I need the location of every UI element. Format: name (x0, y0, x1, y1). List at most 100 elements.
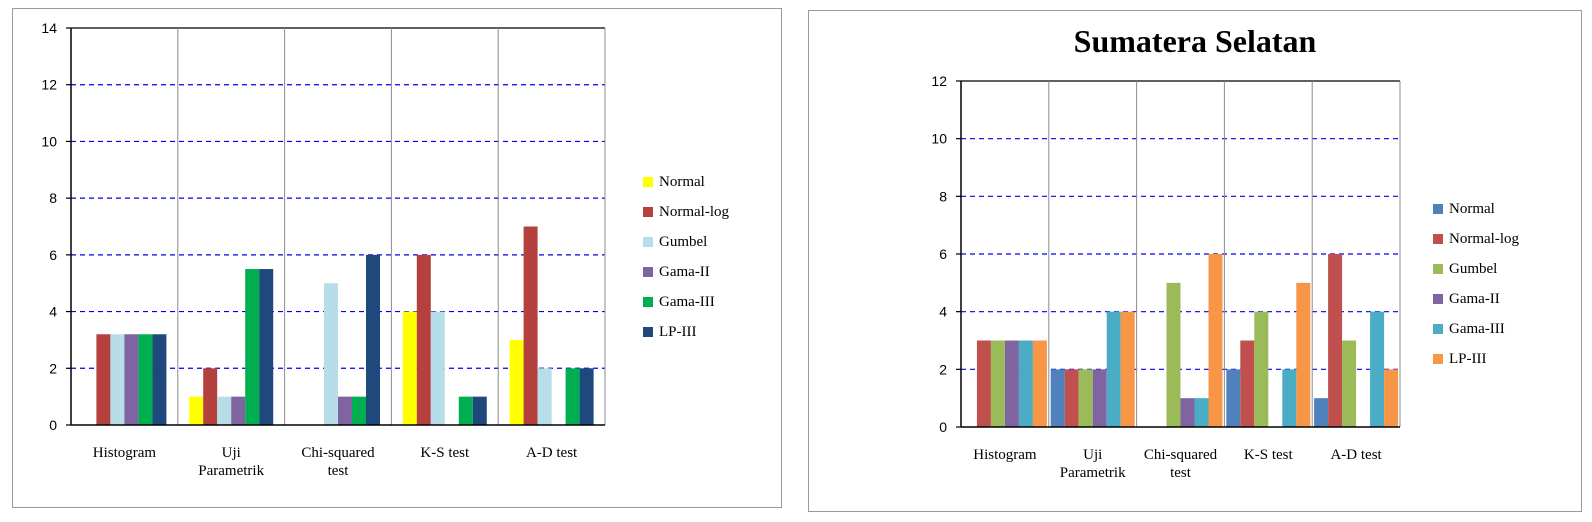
bar-gumbel (990, 340, 1005, 427)
y-tick-label: 10 (41, 133, 57, 149)
bar-gama-ii (338, 396, 352, 425)
x-category-label: K-S test (420, 445, 470, 461)
legend-swatch (1433, 294, 1443, 304)
y-tick-label: 14 (41, 20, 57, 36)
x-category-label: test (1170, 465, 1192, 481)
legend-swatch (643, 267, 653, 277)
bar-chart-left: 0 2 4 6 8 10 12 14 Histogram Uji Parametrik Chi-squ… (41, 20, 606, 479)
legend-swatch (1433, 234, 1443, 244)
legend-item: Gumbel (1433, 254, 1519, 284)
legend-label: Gama-II (1449, 290, 1500, 307)
x-category-label: Chi-squared (1144, 447, 1218, 463)
bar-gumbel (217, 396, 232, 425)
y-tick-label: 8 (49, 190, 57, 206)
legend-item: LP-III (1433, 344, 1519, 374)
bar-normal-log (523, 226, 538, 425)
y-tick-label: 2 (49, 360, 57, 376)
y-tick-label: 4 (49, 304, 57, 320)
legend-swatch (1433, 204, 1443, 214)
bar-gama-iii (1194, 398, 1209, 427)
bar-gumbel (324, 283, 338, 425)
legend-swatch (643, 327, 653, 337)
legend-label: Gumbel (1449, 260, 1498, 277)
legend-item: Gama-II (643, 257, 729, 287)
bar-normal-log (203, 368, 218, 425)
bar-gumbel (1078, 369, 1093, 427)
legend-swatch (643, 237, 653, 247)
legend-swatch (1433, 264, 1443, 274)
bar-gumbel (430, 311, 445, 425)
legend-item: Gama-III (1433, 314, 1519, 344)
bar-normal-log (96, 334, 111, 425)
x-category-label: Parametrik (198, 463, 264, 479)
legend-label: Normal-log (659, 203, 729, 220)
chart-panel-left: 0 2 4 6 8 10 12 14 Histogram Uji Parametrik Chi-squ… (12, 8, 782, 508)
bar-gama-ii (231, 396, 246, 425)
y-tick-label: 8 (939, 188, 947, 204)
legend-item: Gama-II (1433, 284, 1519, 314)
x-category-label: test (328, 463, 350, 479)
y-tick-label: 2 (939, 361, 947, 377)
x-category-label: Chi-squared (301, 445, 375, 461)
x-category-label: K-S test (1244, 447, 1294, 463)
y-tick-label: 4 (939, 304, 947, 320)
y-tick-label: 0 (49, 417, 57, 433)
legend-label: Gama-III (659, 293, 715, 310)
legend-swatch (643, 207, 653, 217)
bar-gama-ii (1092, 369, 1107, 427)
legend-item: Normal-log (1433, 224, 1519, 254)
legend-item: Normal (1433, 194, 1519, 224)
legend-swatch (643, 297, 653, 307)
legend-left: Normal Normal-log Gumbel Gama-II Gama-III LP-… (643, 167, 729, 347)
bar-lp-iii (1208, 254, 1223, 427)
bar-normal (1226, 369, 1241, 427)
bar-gama-iii (1018, 340, 1033, 427)
y-tick-label: 10 (931, 131, 947, 147)
bar-normal (1050, 369, 1065, 427)
bar-gama-ii (124, 334, 139, 425)
legend-label: LP-III (1449, 350, 1487, 367)
y-tick-label: 12 (41, 77, 57, 93)
bar-lp-iii (1384, 369, 1399, 427)
bar-gama-iii (245, 269, 260, 425)
legend-label: Gama-III (1449, 320, 1505, 337)
legend-item: Normal-log (643, 197, 729, 227)
legend-swatch (1433, 324, 1443, 334)
x-category-label: Uji (222, 445, 241, 461)
bar-gama-iii (1370, 311, 1385, 427)
legend-label: Gumbel (659, 233, 708, 250)
legend-swatch (1433, 354, 1443, 364)
bar-gama-iii (138, 334, 153, 425)
bar-lp-iii (1296, 282, 1311, 427)
legend-label: Normal-log (1449, 230, 1519, 247)
bar-gama-iii (565, 368, 580, 425)
legend-label: LP-III (659, 323, 697, 340)
x-category-label: A-D test (1330, 447, 1382, 463)
legend-label: Normal (659, 173, 705, 190)
bar-normal (1314, 398, 1329, 427)
bar-lp-iii (1120, 311, 1135, 427)
x-category-label: Parametrik (1060, 465, 1126, 481)
bar-normal (402, 311, 417, 425)
bar-normal (509, 339, 524, 425)
bar-normal-log (416, 254, 431, 425)
bar-gama-iii (1106, 311, 1121, 427)
bar-lp-iii (472, 396, 487, 425)
y-tick-label: 6 (939, 246, 947, 262)
bar-lp-iii (579, 368, 594, 425)
bar-lp-iii (1032, 340, 1047, 427)
bar-gumbel (1254, 311, 1269, 427)
bar-gumbel (1342, 340, 1357, 427)
x-category-label: Histogram (973, 447, 1037, 463)
bar-lp-iii (366, 254, 380, 425)
bar-gama-ii (1004, 340, 1019, 427)
bar-normal-log (1064, 369, 1079, 427)
bar-normal-log (1328, 254, 1343, 427)
legend-item: Gama-III (643, 287, 729, 317)
y-tick-label: 12 (931, 73, 947, 89)
bar-gama-iii (1282, 369, 1297, 427)
x-category-label: Uji (1083, 447, 1102, 463)
legend-label: Gama-II (659, 263, 710, 280)
x-category-label: A-D test (526, 445, 578, 461)
bar-lp-iii (259, 269, 274, 425)
